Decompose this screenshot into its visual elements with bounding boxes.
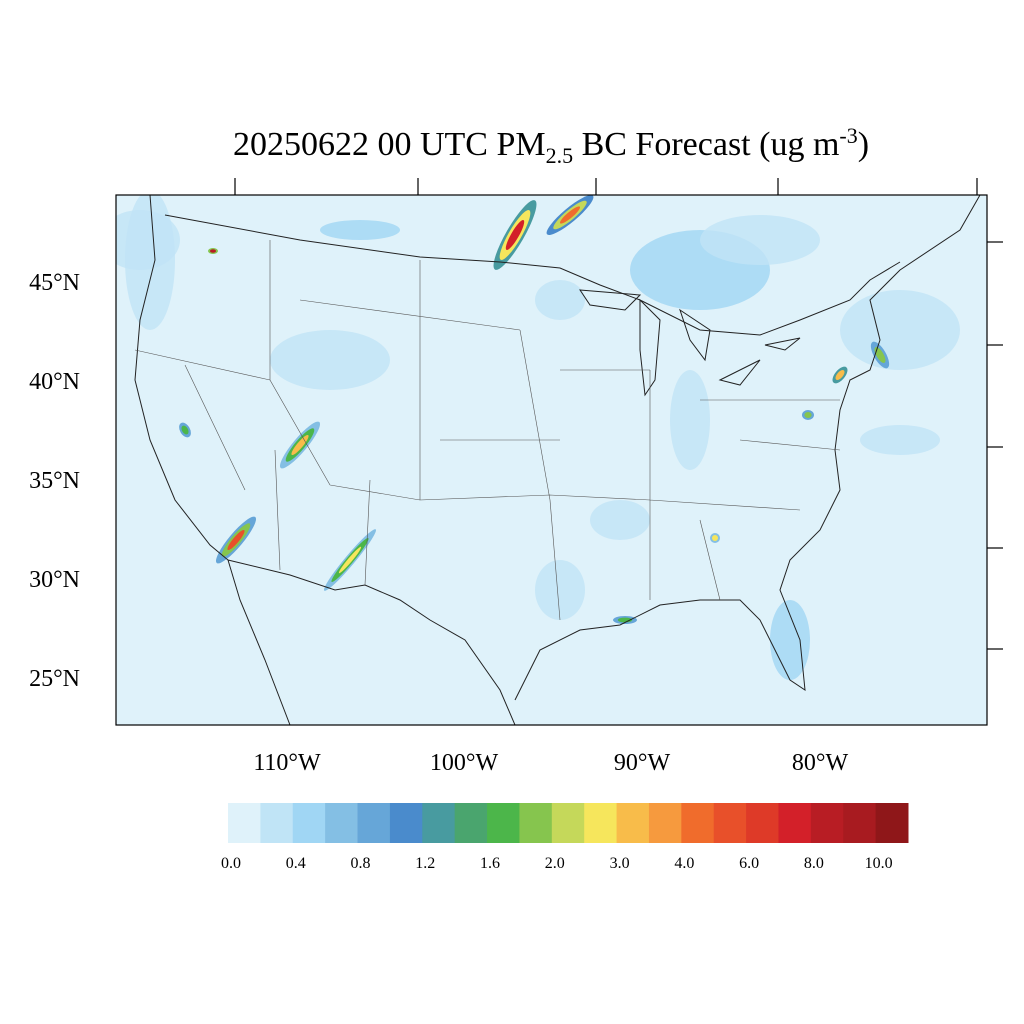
colorbar-label: 10.0 <box>865 855 893 872</box>
concentration-plume <box>835 370 845 380</box>
colorbar-label: 1.2 <box>415 855 435 872</box>
colorbar-box <box>843 803 877 843</box>
latitude-label: 25°N <box>29 666 80 692</box>
frame-ticks <box>234 178 1003 650</box>
colorbar-box <box>325 803 359 843</box>
colorbar-box <box>584 803 618 843</box>
colorbar-box <box>681 803 715 843</box>
title-text: BC Forecast (ug m <box>573 126 839 163</box>
colorbar-label: 8.0 <box>804 855 824 872</box>
latitude-label: 45°N <box>29 270 80 296</box>
concentration-patch <box>125 195 175 330</box>
concentration-patch <box>770 600 810 680</box>
colorbar-box <box>422 803 456 843</box>
colorbar-box <box>260 803 294 843</box>
longitude-label: 100°W <box>430 750 499 776</box>
coastline <box>134 195 981 725</box>
concentration-plume <box>181 425 189 435</box>
latitude-label: 35°N <box>29 468 80 494</box>
title-text: 20250622 00 UTC PM <box>233 126 546 163</box>
latitude-label: 40°N <box>29 369 80 395</box>
concentration-patch <box>270 330 390 390</box>
title-subscript: 2.5 <box>546 143 574 168</box>
title-text: ) <box>858 126 869 163</box>
colorbar-label: 0.8 <box>351 855 371 872</box>
concentration-patch <box>535 560 585 620</box>
concentration-patch <box>320 220 400 240</box>
latitude-label: 30°N <box>29 567 80 593</box>
concentration-plume <box>505 220 525 250</box>
longitude-label: 90°W <box>614 750 671 776</box>
concentration-plume <box>712 535 718 541</box>
colorbar-label: 3.0 <box>610 855 630 872</box>
concentration-plume <box>338 546 362 574</box>
colorbar-box <box>778 803 812 843</box>
concentration-patch <box>535 280 585 320</box>
colorbar-box <box>648 803 682 843</box>
colorbar-box <box>875 803 909 843</box>
map-title: 20250622 00 UTC PM2.5 BC Forecast (ug m-… <box>233 123 869 168</box>
colorbar-box <box>357 803 391 843</box>
concentration-plume <box>210 249 216 253</box>
map-frame <box>115 194 988 726</box>
colorbar-label: 6.0 <box>739 855 759 872</box>
colorbar-box <box>519 803 553 843</box>
longitude-label: 80°W <box>792 750 849 776</box>
title-superscript: -3 <box>839 123 857 148</box>
colorbar-label: 0.4 <box>286 855 306 872</box>
longitude-label: 110°W <box>253 750 321 776</box>
colorbar-box <box>616 803 650 843</box>
concentration-patch <box>700 215 820 265</box>
colorbar-label: 0.0 <box>221 855 241 872</box>
concentration-plume <box>559 206 581 224</box>
colorbar-box <box>454 803 488 843</box>
concentration-patch <box>840 290 960 370</box>
colorbar-box <box>746 803 779 843</box>
colorbar-box <box>389 803 423 843</box>
map-area <box>116 195 987 725</box>
concentration-plume <box>804 412 812 418</box>
state-borders <box>134 240 841 621</box>
map-background <box>116 195 987 725</box>
colorbar-box <box>228 803 261 843</box>
colorbar-label: 1.6 <box>480 855 500 872</box>
concentration-patch <box>860 425 940 455</box>
concentration-patch <box>590 500 650 540</box>
concentration-plume <box>227 529 245 551</box>
concentration-plume <box>874 347 886 363</box>
colorbar-label: 4.0 <box>674 855 694 872</box>
colorbar-label: 2.0 <box>545 855 565 872</box>
concentration-patch <box>670 370 710 470</box>
colorbar-box <box>487 803 520 843</box>
colorbar-box <box>292 803 326 843</box>
colorbar-box <box>810 803 844 843</box>
colorbar-box <box>713 803 747 843</box>
colorbar-box <box>551 803 585 843</box>
